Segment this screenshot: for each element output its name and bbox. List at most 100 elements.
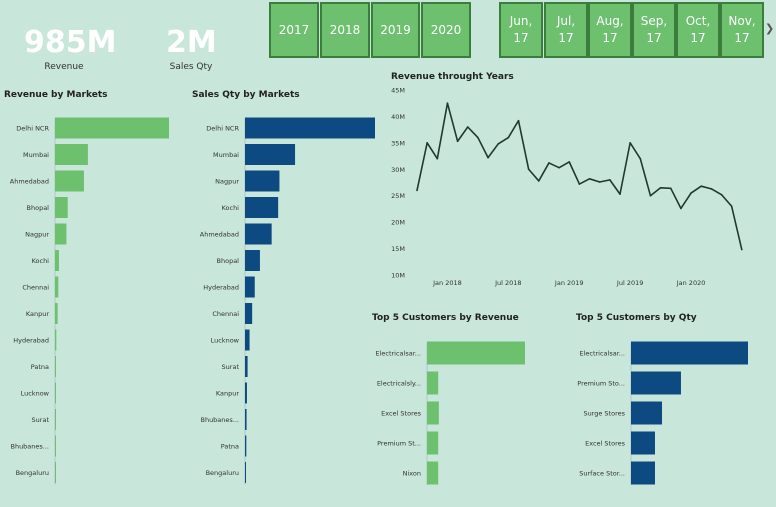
revenue-market-bar — [55, 409, 56, 430]
sales-qty-kpi-label: Sales Qty — [169, 62, 213, 72]
revenue-point — [710, 188, 713, 190]
top-customer-revenue-category-label: Excel Stores — [381, 410, 421, 418]
qty-market-bar — [245, 409, 247, 430]
revenue-x-tick: Jan 2018 — [432, 279, 462, 287]
revenue-point — [517, 119, 520, 122]
year-2017-button[interactable]: 2017 — [269, 2, 319, 58]
month-jul-17-button[interactable]: Jul, 17 — [544, 2, 588, 58]
revenue-market-bar — [55, 356, 56, 377]
qty-market-category-label: Hyderabad — [203, 284, 239, 292]
revenue-point — [558, 166, 560, 169]
year-2019-button[interactable]: 2019 — [371, 2, 420, 58]
revenue-point — [609, 179, 611, 181]
month-oct-17-button[interactable]: Oct, 17 — [676, 2, 720, 58]
revenue-line — [416, 102, 743, 250]
top-customer-revenue-bar — [427, 461, 439, 485]
revenue-market-bar — [55, 276, 59, 298]
top-customer-revenue-category-label: Electricalsar... — [375, 350, 421, 358]
qty-market-category-label: Bhubanes... — [200, 416, 239, 424]
revenue-x-tick: Jul 2019 — [616, 279, 643, 287]
qty-market-category-label: Kanpur — [216, 390, 239, 398]
revenue-point — [669, 187, 672, 190]
month-nov-17-button[interactable]: Nov, 17 — [720, 2, 764, 58]
top-customer-revenue-bar — [427, 341, 525, 365]
revenue-y-tick: 40M — [391, 113, 405, 121]
revenue-point — [487, 156, 489, 159]
revenue-market-category-label: Mumbai — [23, 151, 49, 159]
revenue-point — [416, 189, 418, 192]
month-jun-17-label: Jun, 17 — [509, 14, 533, 45]
revenue-point — [507, 136, 510, 139]
qty-market-bar — [245, 435, 247, 457]
top-customer-revenue-category-label: Premium St... — [377, 440, 421, 448]
qty-market-bar — [245, 170, 280, 192]
qty-market-category-label: Mumbai — [213, 151, 239, 159]
month-sep-17-button[interactable]: Sep, 17 — [632, 2, 676, 58]
top-customer-qty-category-label: Electricalsar... — [579, 350, 625, 358]
revenue-point — [680, 207, 682, 210]
qty-market-bar — [245, 197, 279, 218]
revenue-market-bar — [55, 170, 84, 192]
revenue-years-title: Revenue throught Years — [391, 72, 514, 82]
revenue-point — [741, 248, 743, 251]
month-aug-17-button[interactable]: Aug, 17 — [588, 2, 632, 58]
revenue-market-bar — [55, 329, 57, 351]
sales-qty-by-markets-title: Sales Qty by Markets — [192, 90, 300, 100]
top-customers-revenue-title: Top 5 Customers by Revenue — [372, 313, 519, 323]
revenue-market-category-label: Surat — [32, 416, 50, 424]
month-jun-17-button[interactable]: Jun, 17 — [499, 2, 543, 58]
qty-market-bar — [245, 356, 248, 377]
revenue-point — [700, 185, 702, 187]
qty-market-category-label: Chennai — [212, 310, 239, 318]
qty-market-category-label: Nagpur — [215, 178, 239, 186]
qty-market-bar — [245, 303, 253, 324]
revenue-point — [568, 161, 571, 163]
revenue-market-bar — [55, 303, 58, 324]
revenue-y-tick: 15M — [391, 245, 405, 253]
revenue-point — [456, 140, 459, 143]
qty-market-bar — [245, 462, 246, 483]
revenue-point — [466, 126, 469, 128]
qty-market-bar — [245, 223, 272, 245]
month-sep-17-label: Sep, 17 — [640, 14, 668, 45]
revenue-market-bar — [55, 117, 169, 139]
month-jul-17-label: Jul, 17 — [556, 14, 576, 45]
revenue-market-category-label: Kochi — [32, 257, 50, 265]
sales-qty-kpi-value: 2M — [166, 25, 217, 60]
revenue-market-bar — [55, 435, 56, 457]
revenue-y-tick: 45M — [391, 87, 405, 95]
revenue-point — [588, 178, 591, 180]
revenue-y-tick: 35M — [391, 139, 405, 147]
revenue-point — [690, 192, 692, 194]
chevron-right-icon[interactable]: ❯ — [765, 22, 775, 35]
year-2018-button[interactable]: 2018 — [320, 2, 370, 58]
revenue-by-markets-title: Revenue by Markets — [4, 90, 108, 100]
top-customer-qty-bar — [631, 461, 655, 485]
revenue-market-category-label: Nagpur — [25, 231, 49, 239]
qty-market-category-label: Lucknow — [211, 337, 240, 345]
revenue-kpi: 985M Revenue — [24, 25, 117, 73]
revenue-kpi-value: 985M — [24, 25, 117, 60]
revenue-market-category-label: Delhi NCR — [16, 125, 49, 133]
qty-market-bar — [245, 117, 375, 139]
revenue-point — [629, 142, 631, 144]
revenue-point — [659, 186, 662, 189]
qty-market-category-label: Bhopal — [217, 257, 240, 265]
top-customer-revenue-category-label: Electricalsly... — [377, 380, 421, 388]
revenue-market-bar — [55, 250, 59, 271]
top-customer-revenue-bar — [427, 371, 439, 395]
year-2020-button[interactable]: 2020 — [421, 2, 471, 58]
revenue-point — [720, 193, 723, 196]
revenue-x-tick: Jan 2020 — [676, 279, 706, 287]
revenue-point — [446, 102, 449, 105]
revenue-market-bar — [55, 382, 56, 404]
revenue-y-tick: 30M — [391, 166, 405, 174]
top-customer-revenue-bar — [427, 401, 439, 425]
qty-market-category-label: Bengaluru — [206, 469, 239, 477]
top-customer-qty-category-label: Surface Stor... — [579, 470, 625, 478]
revenue-market-bar — [55, 144, 88, 165]
qty-market-bar — [245, 382, 247, 404]
revenue-point — [598, 181, 601, 183]
revenue-x-tick: Jan 2019 — [554, 279, 584, 287]
